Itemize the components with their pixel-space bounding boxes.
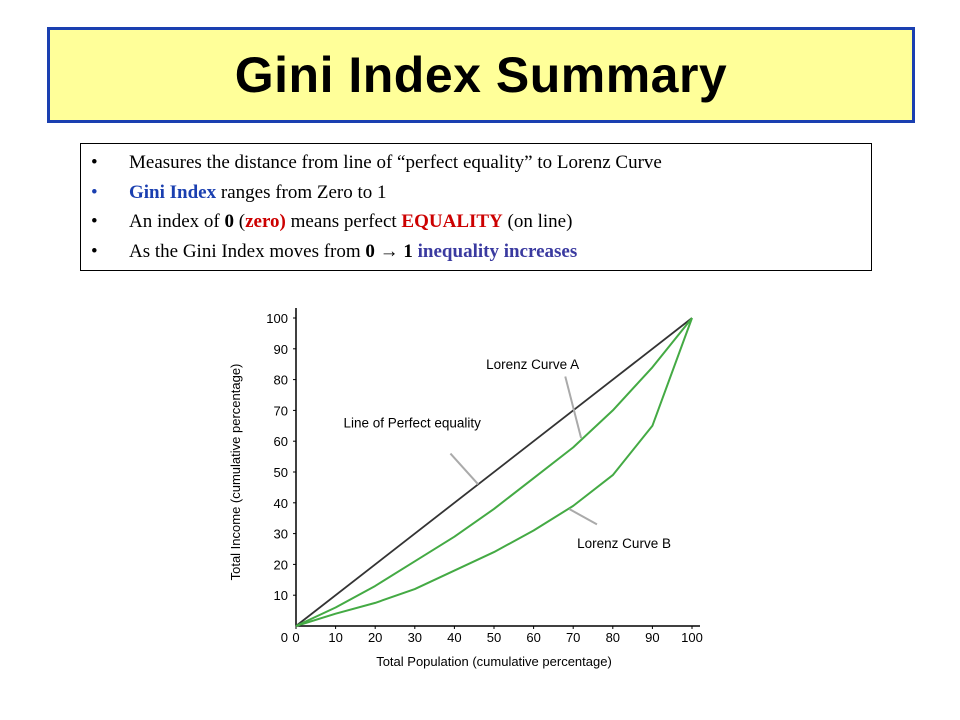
x-tick-label: 30 bbox=[408, 630, 422, 645]
bullet-item: An index of 0 (zero) means perfect EQUAL… bbox=[81, 207, 871, 237]
lorenz-curve-b bbox=[295, 317, 693, 627]
bullet-text: 0 bbox=[224, 211, 235, 232]
page-title: Gini Index Summary bbox=[234, 47, 728, 103]
summary-bullets: Measures the distance from line of “perf… bbox=[80, 143, 872, 271]
x-tick-label: 20 bbox=[368, 630, 382, 645]
y-tick-label: 100 bbox=[266, 311, 288, 326]
bullet-list: Measures the distance from line of “perf… bbox=[81, 148, 871, 266]
annotation-label: Line of Perfect equality bbox=[344, 416, 482, 431]
bullet-text: ranges from Zero to 1 bbox=[216, 181, 387, 203]
title-banner: Gini Index Summary bbox=[47, 27, 915, 123]
annotation-pointer bbox=[564, 376, 583, 439]
bullet-text: Measures the distance from line of “perf… bbox=[129, 152, 662, 173]
annotation-label: Lorenz Curve A bbox=[486, 357, 579, 372]
x-tick-label: 70 bbox=[566, 630, 580, 645]
y-tick-label: 10 bbox=[274, 588, 288, 603]
bullet-text: An index of bbox=[129, 211, 225, 232]
lorenz-curve-a bbox=[295, 317, 693, 627]
y-tick-label: 80 bbox=[274, 373, 288, 388]
x-tick-label: 10 bbox=[328, 630, 342, 645]
bullet-text: zero) bbox=[245, 211, 286, 232]
y-tick-label: 30 bbox=[274, 527, 288, 542]
bullet-item: Measures the distance from line of “perf… bbox=[81, 148, 871, 178]
annotation-label: Lorenz Curve B bbox=[577, 536, 671, 551]
x-tick-label: 60 bbox=[526, 630, 540, 645]
annotation-pointer bbox=[568, 508, 598, 526]
bullet-text: 0 bbox=[365, 240, 375, 262]
bullet-text: 1 bbox=[403, 240, 413, 262]
x-tick-label: 80 bbox=[606, 630, 620, 645]
x-tick-label: 100 bbox=[681, 630, 703, 645]
bullet-text: Gini Index bbox=[129, 181, 217, 203]
x-axis-label: Total Population (cumulative percentage) bbox=[376, 654, 612, 669]
bullet-item: As the Gini Index moves from 0 → 1 inequ… bbox=[81, 237, 871, 267]
lorenz-chart-svg: 0 10 20 30 40 50 60 70 80 90 100 0 10 20 30 40 50 60 70 80 9… bbox=[228, 308, 703, 669]
equality-line bbox=[295, 317, 693, 627]
y-tick-label: 40 bbox=[274, 496, 288, 511]
annotation-pointer bbox=[449, 452, 479, 485]
x-tick-label: 0 bbox=[292, 630, 299, 645]
bullet-text: As the Gini Index moves from bbox=[129, 240, 366, 262]
lorenz-chart: 0 10 20 30 40 50 60 70 80 90 100 0 10 20 30 40 50 60 70 80 9… bbox=[220, 296, 720, 676]
bullet-text: EQUALITY bbox=[401, 211, 503, 232]
y-axis-label: Total Income (cumulative percentage) bbox=[228, 364, 243, 581]
y-tick-label: 20 bbox=[274, 557, 288, 572]
y-tick-label: 90 bbox=[274, 342, 288, 357]
bullet-item: Gini Index ranges from Zero to 1 bbox=[81, 178, 871, 208]
bullet-text: → bbox=[374, 240, 404, 262]
y-tick-label: 0 bbox=[281, 630, 288, 645]
bullet-text: means perfect bbox=[285, 211, 402, 232]
bullet-text: inequality increases bbox=[412, 240, 578, 262]
y-tick-label: 70 bbox=[274, 403, 288, 418]
x-tick-label: 90 bbox=[645, 630, 659, 645]
bullet-text: ( bbox=[234, 211, 246, 232]
x-tick-label: 40 bbox=[447, 630, 461, 645]
x-tick-label: 50 bbox=[487, 630, 501, 645]
y-tick-label: 60 bbox=[274, 434, 288, 449]
bullet-text: (on line) bbox=[502, 211, 573, 232]
y-tick-label: 50 bbox=[274, 465, 288, 480]
